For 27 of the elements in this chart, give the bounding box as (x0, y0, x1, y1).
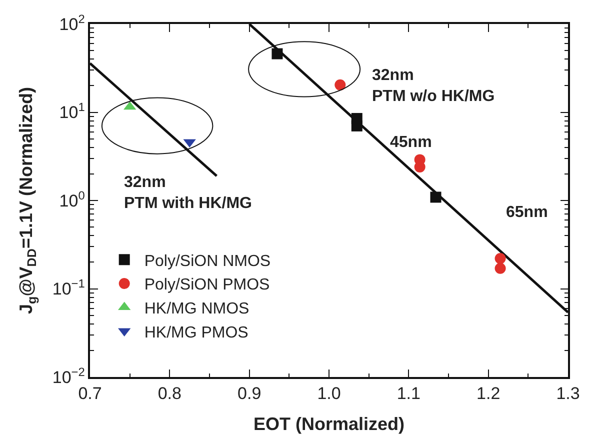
x-tick-label: 0.7 (78, 384, 102, 404)
legend-label: Poly/SiON PMOS (144, 276, 270, 294)
annotation: 65nm (506, 204, 548, 221)
point (430, 192, 442, 203)
x-tick-label: 1.3 (556, 384, 580, 404)
y-tick-label: 10$^{0}$ (59, 188, 86, 210)
legend-label: HK/MG PMOS (144, 324, 248, 342)
x-tick-label: 0.8 (158, 384, 182, 404)
y-tick-label: 10$^{−1}$ (52, 276, 86, 299)
annotation: 32nm PTM w/o HK/MG (372, 67, 495, 105)
point (494, 253, 506, 264)
point (494, 262, 506, 274)
x-tick-label: 1.0 (317, 384, 341, 404)
annotation: 45nm (390, 134, 432, 151)
annotation: 32nm PTM with HK/MG (124, 174, 252, 212)
x-axis-title: EOT (Normalized) (253, 414, 405, 434)
y-tick-label: 10$^{2}$ (59, 12, 86, 34)
legend-label: HK/MG NMOS (144, 300, 250, 318)
point (351, 120, 362, 132)
y-tick-label: 10$^{1}$ (59, 100, 86, 122)
point (334, 79, 346, 90)
legend-label: Poly/SiON NMOS (144, 252, 271, 270)
x-tick-label: 1.1 (396, 384, 420, 404)
point (272, 48, 283, 60)
y-tick-label: 10$^{−2}$ (52, 364, 86, 387)
x-tick-label: 0.9 (238, 384, 262, 404)
x-tick-label: 1.2 (476, 384, 500, 404)
